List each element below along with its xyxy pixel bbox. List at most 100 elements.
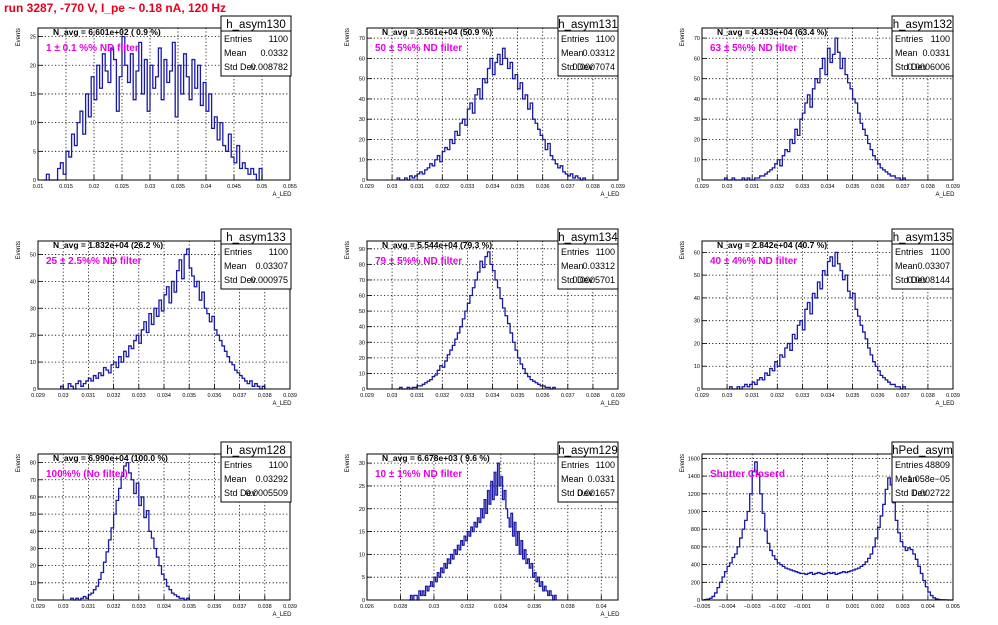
panel-h_asym135-stat-key: Mean — [895, 261, 918, 271]
panel-h_asym130-x-tick-label: 0.045 — [227, 184, 241, 190]
panel-h_asym128-x-tick-label: 0.035 — [182, 604, 196, 610]
panel-h_asym128-x-tick-label: 0.034 — [157, 604, 171, 610]
panel-h_asym130-filter-label: 1 ± 0.1 %% ND filter — [46, 43, 139, 54]
panel-hPed_asym-histogram-line — [702, 461, 953, 601]
panel-h_asym133-x-tick-label: 0.029 — [31, 393, 45, 399]
panel-h_asym135-y-axis-title: Events — [680, 241, 686, 259]
panel-hPed_asym-hist-name: hPed_asym — [892, 445, 953, 457]
panel-h_asym134-y-tick-label: 10 — [359, 371, 365, 377]
panel-hPed_asym-x-tick-label: −0.001 — [794, 604, 811, 610]
panel-h_asym129-filter-label: 10 ± 1%% ND filter — [375, 469, 462, 480]
panel-h_asym134-histogram-line — [397, 251, 556, 390]
panel-h_asym128-y-tick-label: 40 — [30, 529, 36, 535]
panel-h_asym135-x-tick-label: 0.039 — [946, 393, 960, 399]
panel-h_asym135-hist-name: h_asym135 — [893, 232, 952, 244]
panel-h_asym131-stats-box — [557, 15, 619, 77]
panel-h_asym128-x-tick-label: 0.038 — [258, 604, 272, 610]
panel-h_asym128-stat-value: 0.0005509 — [245, 488, 288, 498]
panel-h_asym134-stat-key: Entries — [561, 247, 590, 257]
panel-h_asym135-x-tick-label: 0.033 — [796, 393, 810, 399]
panel-h_asym135-x-tick-label: 0.036 — [871, 393, 885, 399]
panel-h_asym130-x-tick-label: 0.015 — [59, 184, 73, 190]
panel-h_asym132-y-tick-label: 40 — [694, 97, 700, 103]
panel-h_asym130-y-tick-label: 15 — [30, 92, 36, 98]
panel-h_asym130-stat-value: 0.0332 — [260, 48, 288, 58]
panel-h_asym135-y-tick-label: 10 — [694, 364, 700, 370]
panel-hPed_asym-y-tick-label: 800 — [691, 527, 700, 533]
panel-h_asym129-stat-value: 1100 — [596, 460, 615, 470]
panel-h_asym134-stat-value: 0.0005701 — [572, 275, 615, 285]
panel-h_asym135-x-tick-label: 0.038 — [921, 393, 935, 399]
panel-h_asym132-x-tick-label: 0.037 — [896, 184, 910, 190]
panel-hPed_asym-filter-label: Shutter Closerd — [710, 469, 785, 480]
panel-h_asym130-x-tick-label: 0.035 — [171, 184, 185, 190]
panel-h_asym131-x-tick-label: 0.038 — [586, 184, 600, 190]
panel-h_asym135-stat-value: 1100 — [931, 247, 950, 257]
panel-h_asym131-y-tick-label: 0 — [362, 178, 365, 184]
panel-h_asym131-stat-key: Entries — [561, 34, 590, 44]
panel-h_asym135-stat-value: 0.0008144 — [907, 275, 950, 285]
panel-h_asym131-histogram-line — [396, 47, 587, 181]
panel-h_asym133-filter-label: 25 ± 2.5%% ND filter — [46, 256, 142, 267]
panel-h_asym132-x-tick-label: 0.031 — [745, 184, 759, 190]
panel-h_asym132-y-tick-label: 50 — [694, 77, 700, 83]
panel-h_asym128-x-tick-label: 0.032 — [107, 604, 121, 610]
panel-h_asym131-x-tick-label: 0.033 — [461, 184, 475, 190]
panel-hPed_asym-x-tick-label: 0.005 — [946, 604, 960, 610]
panel-h_asym135-histogram-line — [728, 251, 906, 390]
panel-h_asym129-stat-value: 0.0331 — [587, 474, 615, 484]
panel-h_asym133-x-tick-label: 0.03 — [58, 393, 69, 399]
panel-hPed_asym-x-tick-label: 0 — [826, 604, 829, 610]
panel-h_asym132-x-tick-label: 0.036 — [871, 184, 885, 190]
panel-h_asym135-x-tick-label: 0.037 — [896, 393, 910, 399]
panel-h_asym131-y-tick-label: 20 — [359, 137, 365, 143]
panel-h_asym133-x-tick-label: 0.038 — [258, 393, 272, 399]
panel-h_asym135-x-tick-label: 0.032 — [770, 393, 784, 399]
panel-h_asym134-x-axis-title: A_LED — [600, 401, 620, 407]
panel-h_asym135-x-tick-label: 0.031 — [745, 393, 759, 399]
panel-hPed_asym-stat-key: Entries — [895, 460, 924, 470]
panel-h_asym128-y-tick-label: 20 — [30, 564, 36, 570]
panel-h_asym133-y-axis-title: Events — [16, 241, 22, 259]
panel-h_asym134-x-tick-label: 0.03 — [387, 393, 398, 399]
panel-h_asym128-stat-key: Mean — [224, 474, 247, 484]
panel-h_asym129-stat-key: Mean — [561, 474, 584, 484]
panel-h_asym133-stat-key: Entries — [224, 247, 253, 257]
panel-hPed_asym-y-tick-label: 0 — [697, 598, 700, 604]
panel-h_asym130-y-axis-title: Events — [16, 28, 22, 46]
panel-h_asym133-y-tick-label: 50 — [30, 252, 36, 258]
panel-h_asym134-filter-label: 79 ± 5%% ND filter — [375, 256, 462, 267]
panel-h_asym128-y-axis-title: Events — [16, 454, 22, 472]
panel-h_asym132-stat-key: Std Dev — [895, 62, 928, 72]
panel-hPed_asym-stat-value: −1.058e−05 — [902, 474, 950, 484]
panel-h_asym132-x-tick-label: 0.032 — [770, 184, 784, 190]
panel-h_asym134-x-tick-label: 0.038 — [586, 393, 600, 399]
panel-h_asym133-hist-name: h_asym133 — [226, 232, 285, 244]
panel-h_asym133-x-tick-label: 0.035 — [182, 393, 196, 399]
panel-h_asym133-x-axis-title: A_LED — [272, 401, 292, 407]
panel-h_asym129-stat-key: Std Dev — [561, 488, 594, 498]
panel-h_asym129-y-tick-label: 10 — [359, 552, 365, 558]
panel-h_asym129-x-tick-label: 0.038 — [561, 604, 575, 610]
panel-h_asym132-x-tick-label: 0.03 — [722, 184, 733, 190]
panel-h_asym131-x-tick-label: 0.039 — [611, 184, 625, 190]
panel-h_asym134-y-tick-label: 20 — [359, 356, 365, 362]
panel-h_asym128-stat-key: Entries — [224, 460, 253, 470]
panel-h_asym134-stat-key: Mean — [561, 261, 584, 271]
panel-hPed_asym-x-tick-label: 0.002 — [871, 604, 885, 610]
panel-hPed_asym-x-tick-label: 0.001 — [846, 604, 860, 610]
panel-h_asym132-x-tick-label: 0.035 — [846, 184, 860, 190]
panel-h_asym128-navg-label: N_avg = 6.990e+04 (100.0 %) — [53, 453, 168, 463]
panel-h_asym130-x-axis-title: A_LED — [272, 192, 292, 198]
panel-h_asym133-stats-box — [220, 228, 292, 290]
panel-h_asym128-x-tick-label: 0.039 — [283, 604, 297, 610]
panel-h_asym129-x-tick-label: 0.026 — [360, 604, 374, 610]
panel-h_asym134-y-tick-label: 0 — [362, 387, 365, 393]
panel-h_asym133-y-tick-label: 40 — [30, 279, 36, 285]
panel-h_asym134-stat-key: Std Dev — [561, 275, 594, 285]
panel-h_asym131-y-axis-title: Events — [345, 28, 351, 46]
panel-hPed_asym-stat-value: 48809 — [925, 460, 950, 470]
panel-h_asym133-y-tick-label: 0 — [33, 387, 36, 393]
panel-h_asym133-x-tick-label: 0.032 — [107, 393, 121, 399]
panel-h_asym132-hist-name: h_asym132 — [893, 19, 952, 31]
